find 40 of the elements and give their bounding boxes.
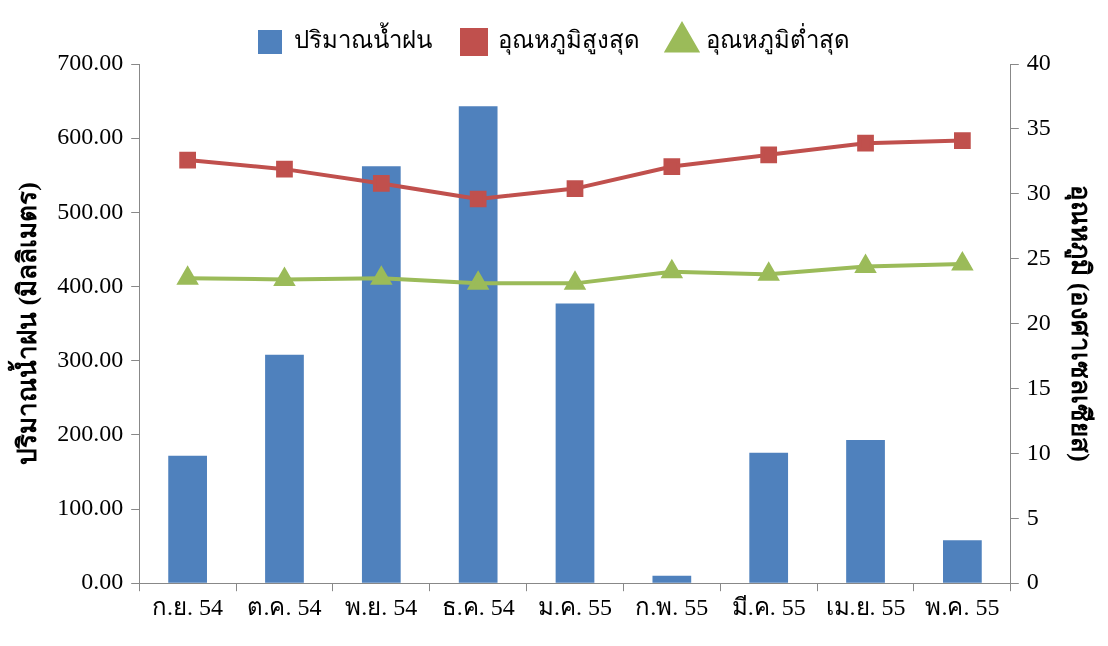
y2-tick-label: 15 [1026,373,1051,400]
legend-label: ปริมาณน้ำฝน [294,22,432,54]
x-tick-label: ก.พ. 55 [635,593,709,620]
bar [458,106,498,583]
y2-axis-title: อุณหภูมิ (องศาเซลเซียส) [1063,185,1095,463]
y2-tick-label: 30 [1026,179,1051,206]
y2-tick-label: 35 [1026,114,1051,141]
x-tick-label: ก.ย. 54 [152,593,224,620]
bar [361,166,401,583]
y2-tick-label: 20 [1026,308,1051,335]
y-axis-title: ปริมาณน้ำฝน (มิลลิเมตร) [7,182,43,466]
y2-tick-label: 40 [1026,49,1051,76]
y-tick-label: 700.00 [57,49,124,76]
y-tick-label: 0.00 [81,568,124,595]
x-tick-label: ธ.ค. 54 [441,593,515,620]
bar [168,455,207,583]
bar [846,440,885,583]
x-tick-label: มี.ค. 55 [731,593,806,620]
bar [652,575,692,583]
y2-tick-label: 5 [1026,503,1039,530]
x-tick-label: พ.ย. 54 [345,593,418,620]
y-tick-label: 500.00 [57,197,124,224]
x-tick-label: เม.ย. 55 [825,593,906,620]
y-tick-label: 400.00 [57,271,124,298]
legend-label: อุณหภูมิต่ำสุด [706,23,850,56]
x-tick-label: พ.ค. 55 [925,593,1000,620]
y2-tick-label: 25 [1026,244,1051,270]
y-tick-label: 300.00 [57,345,124,372]
legend-label: อุณหภูมิสูงสุด [498,27,640,56]
bar [943,540,982,583]
y-tick-label: 200.00 [57,420,124,447]
x-tick-label: ม.ค. 55 [538,593,612,620]
y2-tick-label: 0 [1026,568,1039,595]
y-tick-label: 100.00 [57,494,124,521]
bar [749,452,789,583]
y-tick-label: 600.00 [57,123,124,150]
bar [265,354,304,583]
bar [555,303,595,583]
x-tick-label: ต.ค. 54 [247,593,322,620]
y2-tick-label: 10 [1026,438,1051,465]
